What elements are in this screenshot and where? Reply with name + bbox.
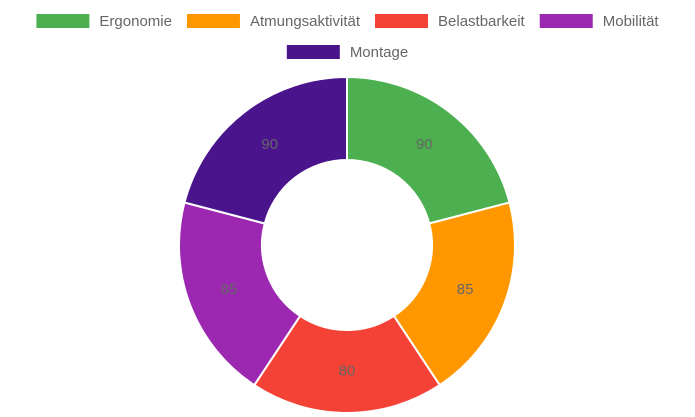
doughnut-segment	[183, 75, 348, 225]
legend-label: Belastbarkeit	[438, 13, 526, 30]
legend-swatch	[539, 14, 593, 28]
legend-item[interactable]: Montage	[286, 44, 408, 61]
data-label: 90	[416, 136, 433, 153]
legend-label: Atmungsaktivität	[250, 13, 361, 30]
legend-label: Montage	[350, 44, 408, 61]
data-label: 85	[221, 281, 238, 298]
doughnut-segment	[392, 201, 516, 387]
data-label: 80	[339, 362, 356, 379]
legend-item[interactable]: Ergonomie	[36, 13, 172, 30]
legend-item[interactable]: Mobilität	[539, 13, 660, 30]
legend-swatch	[36, 14, 90, 28]
doughnut-segment	[178, 201, 302, 387]
legend-swatch	[375, 14, 429, 28]
legend-swatch	[186, 14, 240, 28]
doughnut-segment	[252, 314, 442, 414]
legend-item[interactable]: Atmungsaktivität	[186, 13, 361, 30]
legend-label: Mobilität	[603, 13, 660, 30]
legend-label: Ergonomie	[99, 13, 172, 30]
legend-swatch	[286, 45, 340, 59]
data-label: 85	[457, 281, 474, 298]
doughnut-segment	[346, 75, 511, 225]
legend-item[interactable]: Belastbarkeit	[375, 13, 526, 30]
data-label: 90	[261, 136, 278, 153]
